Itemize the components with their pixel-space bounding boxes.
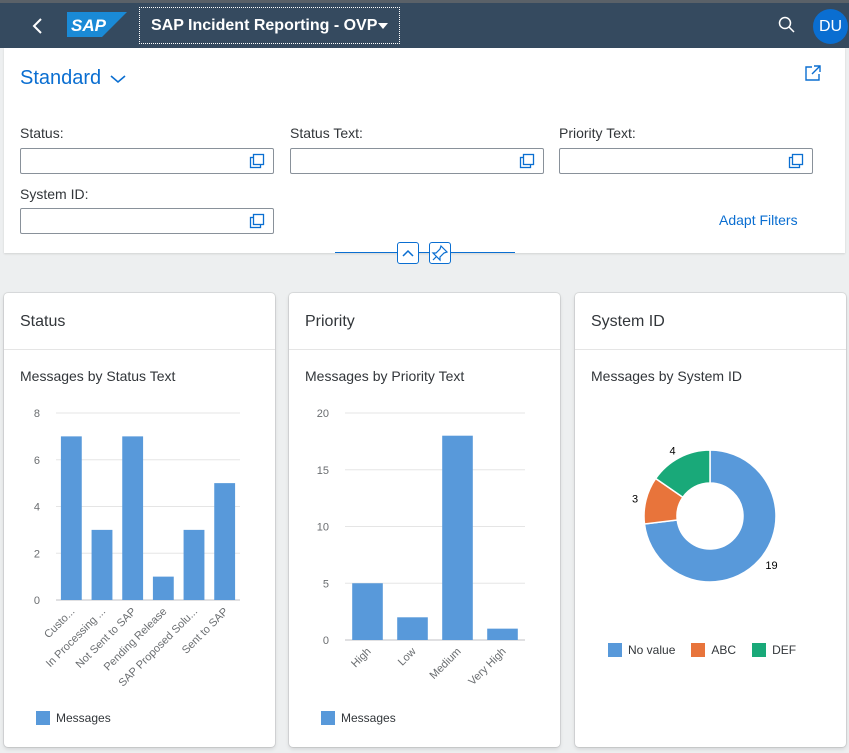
y-tick-label: 0 (323, 635, 329, 647)
x-tick-label: Very High (466, 646, 508, 688)
legend-swatch (691, 643, 706, 657)
card-priority[interactable]: Priority Messages by Priority Text 0 5 10 1… (289, 293, 560, 747)
card-header-divider (575, 349, 846, 350)
card-title: Status (20, 313, 66, 330)
y-tick-label: 4 (34, 502, 40, 514)
card-title: Priority (305, 313, 355, 330)
x-tick-label: High (349, 646, 373, 670)
bar[interactable] (487, 628, 518, 640)
y-tick-label: 6 (34, 455, 40, 467)
value-help-icon[interactable] (788, 153, 804, 169)
legend-swatch (608, 643, 622, 657)
system-id-label: System ID: (20, 186, 89, 202)
system-id-input[interactable] (20, 208, 274, 234)
filter-bar: Standard Status: Status Text: Priority T… (4, 48, 845, 253)
y-tick-label: 10 (317, 522, 329, 534)
legend-label: No value (628, 643, 676, 657)
bar[interactable] (397, 617, 428, 640)
y-tick-label: 5 (323, 578, 329, 590)
caret-down-icon (378, 23, 388, 29)
x-tick-label: Low (396, 646, 419, 669)
donut-legend: No value ABC DEF (608, 643, 796, 657)
value-help-icon[interactable] (249, 213, 265, 229)
sap-logo: SAP (67, 12, 127, 37)
card-subtitle: Messages by Priority Text (305, 368, 465, 384)
sap-logo-text: SAP (71, 16, 107, 35)
donut-slice[interactable] (654, 449, 711, 499)
priority-text-input[interactable] (559, 148, 813, 174)
collapse-icon (402, 249, 414, 257)
donut-slice[interactable] (643, 449, 777, 583)
y-tick-label: 0 (34, 595, 40, 607)
legend-swatch (321, 711, 335, 725)
slice-value-label: 19 (765, 560, 777, 572)
legend-swatch (752, 643, 767, 657)
card-subtitle: Messages by System ID (591, 368, 742, 384)
app-title-menu[interactable]: SAP Incident Reporting - OVP (139, 7, 400, 44)
status-input[interactable] (20, 148, 274, 174)
slice-value-label: 3 (632, 493, 638, 505)
bar[interactable] (352, 583, 383, 640)
bar[interactable] (60, 436, 82, 600)
legend-item: DEF (752, 643, 796, 657)
bar[interactable] (152, 576, 174, 600)
y-tick-label: 8 (34, 408, 40, 420)
collapse-header-button[interactable] (397, 242, 419, 264)
priority-bar-chart: 0 5 10 15 20 High Low Medium Very High (317, 408, 525, 688)
value-help-icon[interactable] (249, 153, 265, 169)
legend-item: No value (608, 643, 675, 657)
bar[interactable] (214, 483, 236, 600)
card-system-id[interactable]: System ID Messages by System ID 19 3 4 No … (575, 293, 846, 747)
card-status[interactable]: Status Messages by Status Text 0 2 4 6 8 Cust… (4, 293, 275, 747)
legend-label: Messages (341, 711, 396, 725)
header-divider (335, 252, 515, 253)
chevron-down-icon (110, 74, 126, 83)
x-tick-label: Medium (427, 646, 463, 682)
variant-label: Standard (20, 67, 102, 89)
legend-item: ABC (691, 643, 736, 657)
app-title: SAP Incident Reporting - OVP (151, 17, 378, 34)
bar[interactable] (442, 435, 473, 640)
card-title: System ID (591, 313, 665, 330)
slice-value-label: 4 (669, 445, 675, 457)
bar[interactable] (91, 529, 113, 600)
legend-swatch (36, 711, 50, 725)
card-header-divider (289, 349, 560, 350)
card-header-divider (4, 349, 275, 350)
legend-label: ABC (711, 643, 737, 657)
value-help-icon[interactable] (519, 153, 535, 169)
adapt-filters-link[interactable]: Adapt Filters (719, 212, 798, 228)
search-button[interactable] (776, 14, 798, 36)
share-button[interactable] (803, 63, 823, 83)
pin-icon (431, 244, 449, 262)
status-text-label: Status Text: (290, 125, 363, 141)
variant-selector[interactable]: Standard (20, 67, 127, 90)
priority-text-label: Priority Text: (559, 125, 636, 141)
chart-legend: Messages (36, 711, 111, 725)
share-icon (805, 65, 821, 81)
avatar[interactable]: DU (813, 9, 848, 44)
back-button[interactable] (22, 12, 54, 40)
shell-bar: SAP SAP Incident Reporting - OVP DU (0, 0, 849, 48)
bar[interactable] (183, 529, 205, 600)
legend-label: DEF (772, 643, 797, 657)
status-text-input[interactable] (290, 148, 544, 174)
chart-legend: Messages (321, 711, 396, 725)
pin-header-button[interactable] (429, 242, 451, 264)
shell-top-border (0, 0, 849, 3)
y-tick-label: 2 (34, 548, 40, 560)
legend-label: Messages (56, 711, 111, 725)
y-tick-label: 15 (317, 465, 329, 477)
back-icon (32, 18, 42, 34)
status-label: Status: (20, 125, 64, 141)
y-tick-label: 20 (317, 408, 329, 420)
card-subtitle: Messages by Status Text (20, 368, 176, 384)
bar[interactable] (122, 436, 144, 600)
search-icon (778, 16, 795, 33)
